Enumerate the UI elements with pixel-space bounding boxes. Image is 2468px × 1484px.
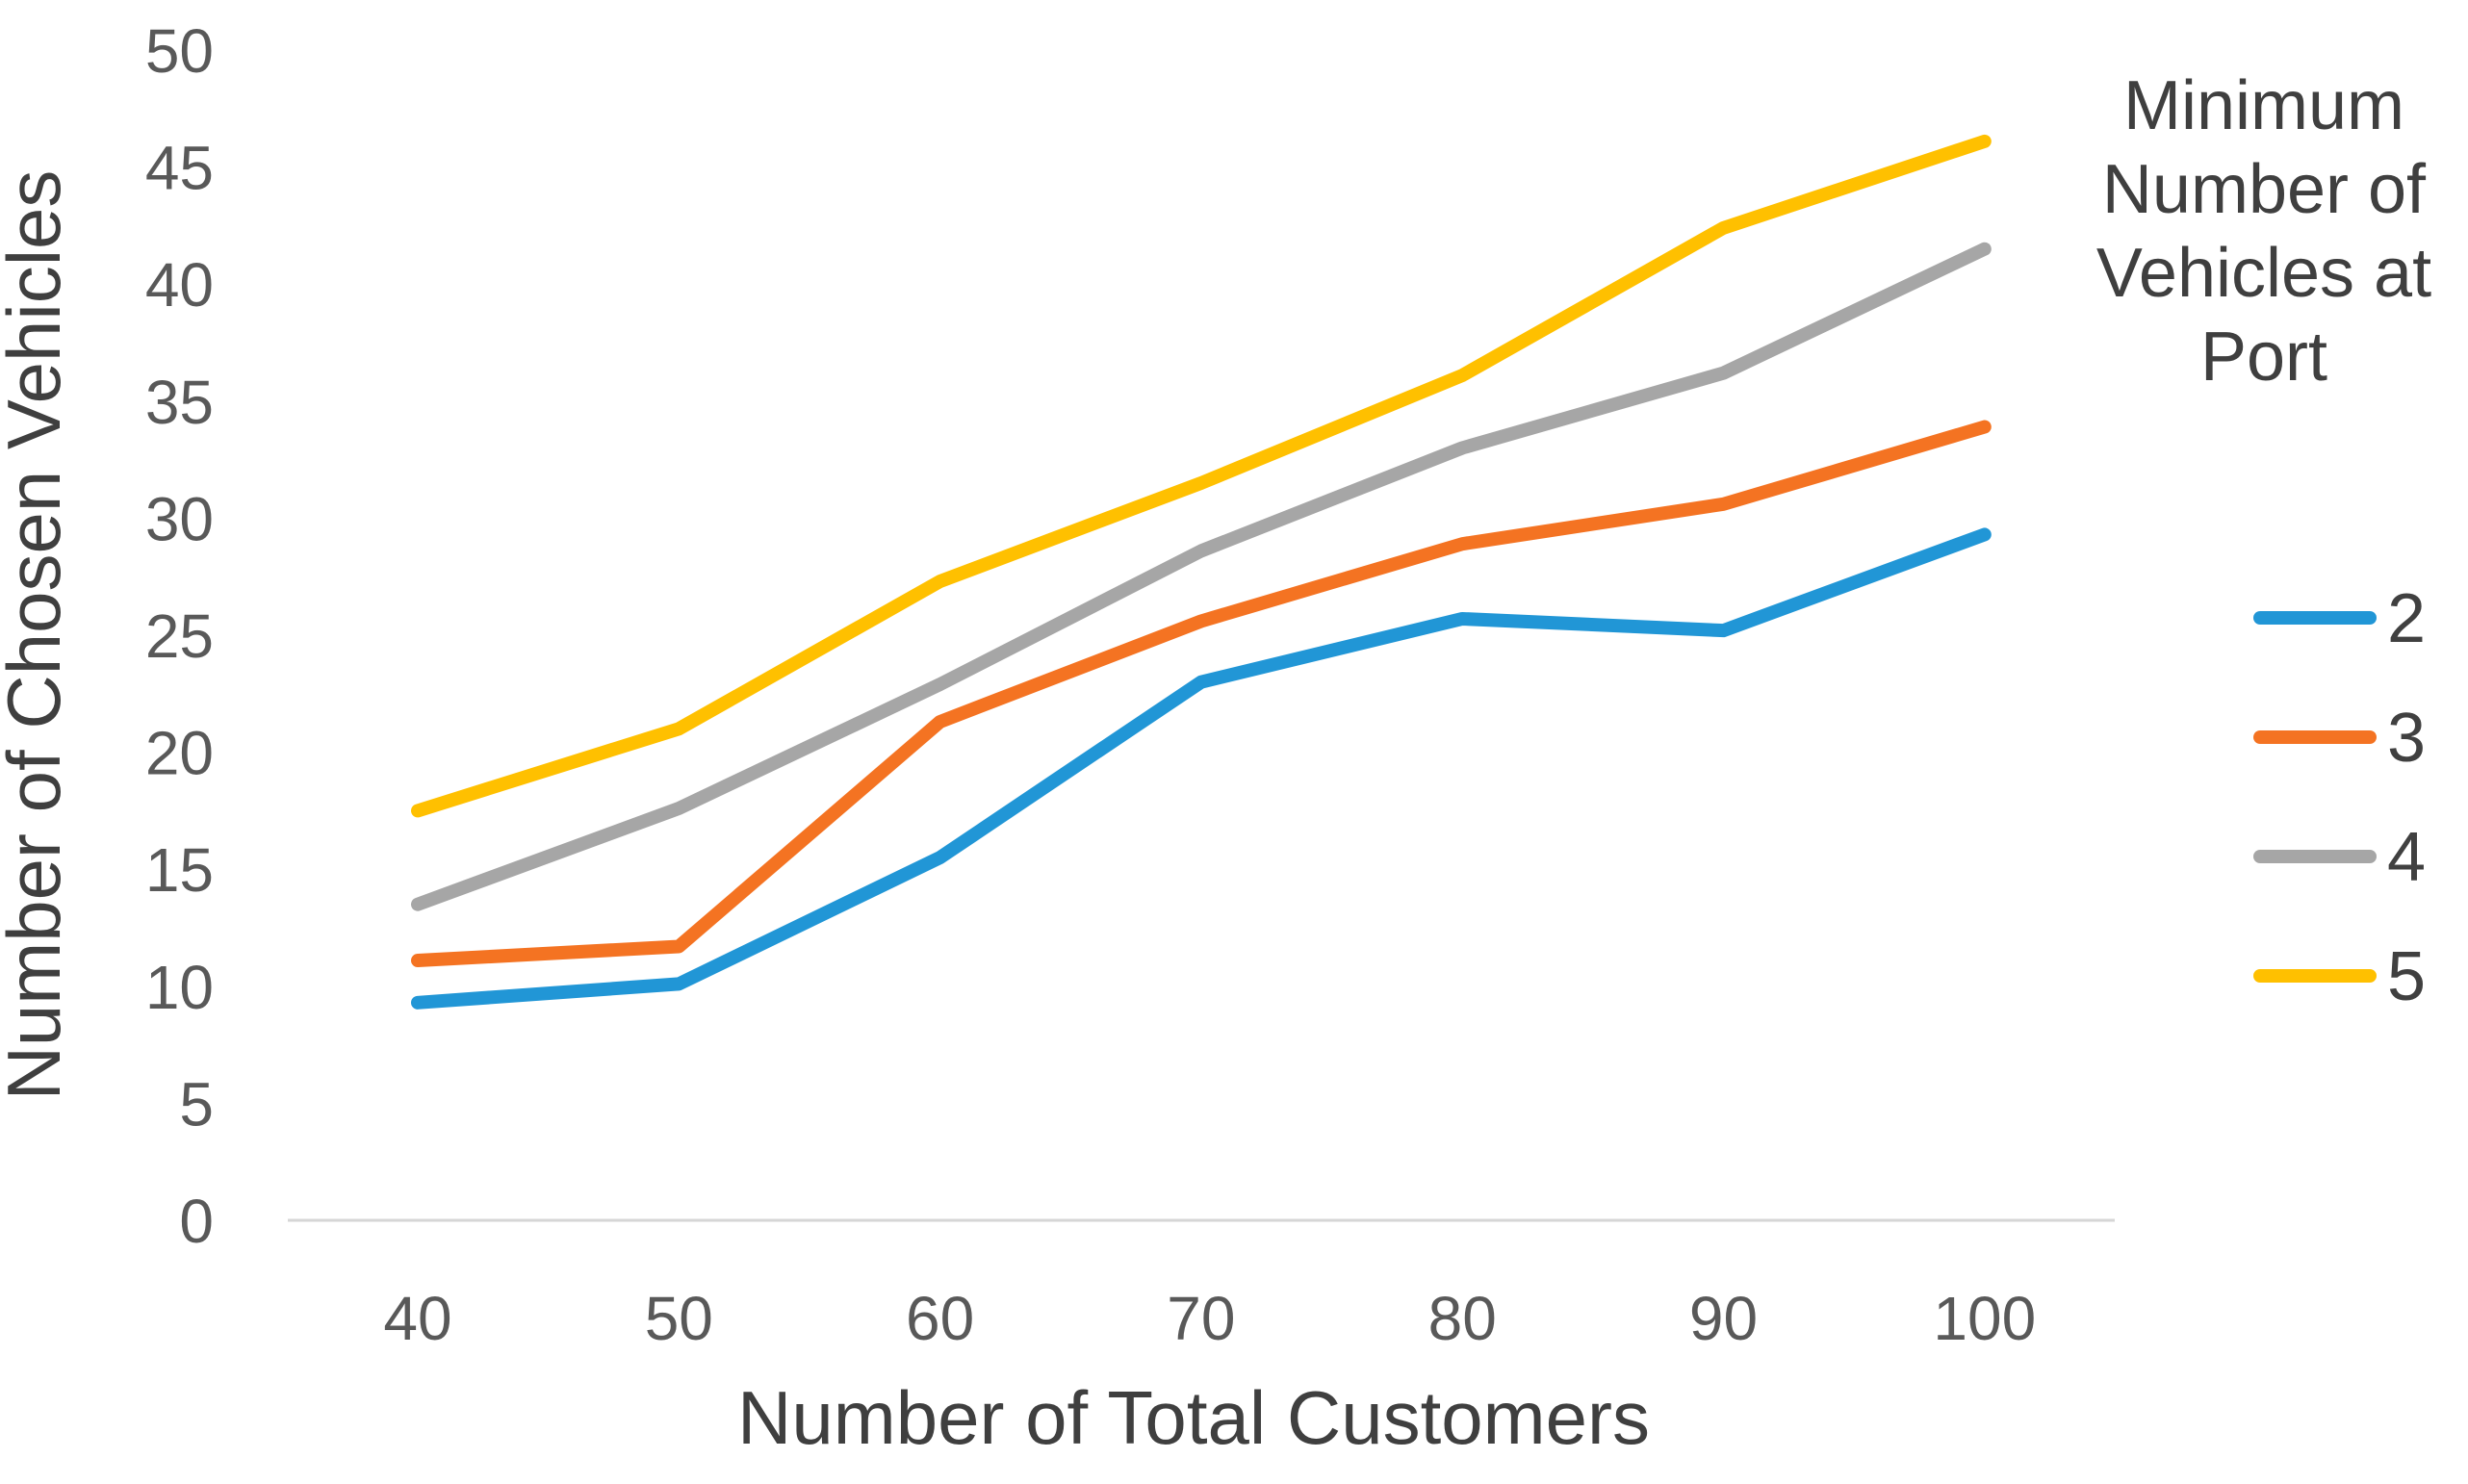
y-tick-label: 10 [145,953,214,1022]
y-axis-title: Number of Chosen Vehicles [0,170,76,1101]
y-tick-label: 45 [145,134,214,203]
legend-label-2: 2 [2387,580,2426,657]
x-tick-label: 90 [1689,1284,1758,1353]
y-tick-label: 15 [145,835,214,905]
legend-label-3: 3 [2387,700,2426,777]
y-tick-label: 35 [145,368,214,437]
legend-title-line: Port [2200,319,2327,396]
y-tick-label: 5 [179,1069,214,1139]
y-tick-label: 20 [145,719,214,788]
y-tick-label: 50 [145,16,214,86]
x-tick-label: 80 [1428,1284,1497,1353]
series-line-5 [411,134,1992,818]
legend-label-5: 5 [2387,938,2426,1015]
series-line-3 [411,420,1992,968]
y-tick-label: 30 [145,484,214,553]
y-tick-label: 40 [145,250,214,320]
x-tick-label: 100 [1933,1284,2036,1353]
legend-label-4: 4 [2387,819,2426,896]
legend-title-line: Minimum [2123,67,2404,144]
series-line-4 [411,242,1992,911]
x-tick-label: 50 [645,1284,713,1353]
x-axis-title: Number of Total Customers [737,1375,1650,1460]
legend-title-line: Number of [2102,151,2427,228]
y-tick-label: 25 [145,601,214,671]
y-tick-label: 0 [179,1187,214,1256]
x-tick-label: 60 [906,1284,974,1353]
x-tick-label: 40 [383,1284,451,1353]
x-tick-label: 70 [1167,1284,1235,1353]
legend-title-line: Vehicles at [2096,235,2431,312]
series-line-2 [411,527,1992,1010]
